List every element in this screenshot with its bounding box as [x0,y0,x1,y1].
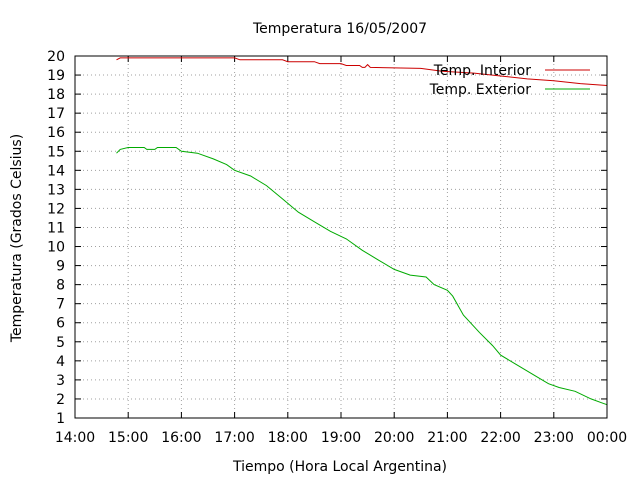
x-tick-label: 22:00 [480,430,520,446]
y-tick-label: 9 [56,259,65,275]
y-tick-label: 17 [47,106,65,122]
y-tick-label: 16 [47,125,65,141]
y-tick-label: 1 [56,411,65,427]
y-tick-label: 20 [47,49,65,65]
chart-title: Temperatura 16/05/2007 [252,21,427,37]
x-axis-label: Tiempo (Hora Local Argentina) [232,459,447,475]
x-tick-label: 23:00 [534,430,574,446]
x-tick-label: 00:00 [587,430,627,446]
plot-frame [74,55,608,419]
x-tick-label: 17:00 [214,430,254,446]
x-tick-label: 16:00 [161,430,201,446]
legend-label: Temp. Interior [433,63,532,79]
x-tick-label: 14:00 [55,430,95,446]
series-line-exterior [116,147,608,406]
y-axis-label: Temperatura (Grados Celsius) [9,134,25,343]
legend: Temp. Interior Temp. Exterior [429,63,590,98]
y-tick-label: 14 [47,163,65,179]
x-tick-label: 20:00 [374,430,414,446]
y-tick-label: 6 [56,316,65,332]
y-tick-label: 13 [47,182,65,198]
x-tick-label: 15:00 [108,430,148,446]
x-tick-label: 21:00 [427,430,467,446]
grid-lines [75,56,607,418]
y-tick-label: 7 [56,297,65,313]
y-tick-label: 10 [47,240,65,256]
legend-label: Temp. Exterior [429,82,532,98]
y-tick-label: 18 [47,87,65,103]
y-tick-label: 15 [47,144,65,160]
x-tick-label: 19:00 [321,430,361,446]
series-line-interior [116,57,608,86]
series-lines [116,57,608,406]
y-tick-label: 8 [56,278,65,294]
y-tick-label: 11 [47,220,65,236]
y-tick-label: 5 [56,335,65,351]
y-tick-label: 12 [47,201,65,217]
y-tick-label: 19 [47,68,65,84]
x-tick-label: 18:00 [268,430,308,446]
y-tick-label: 4 [56,354,65,370]
y-tick-label: 3 [56,373,65,389]
y-tick-label: 2 [56,392,65,408]
